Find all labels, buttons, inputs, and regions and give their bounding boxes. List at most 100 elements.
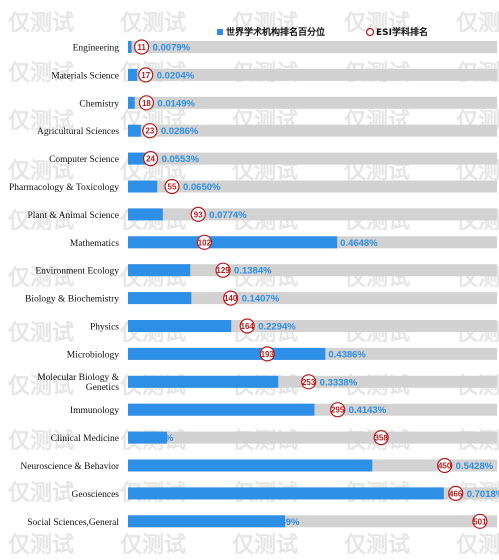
rank-label: 466	[449, 489, 463, 498]
chart-row: Immunology 295 0.4143%	[70, 402, 497, 418]
percentile-label: 0.0867%	[136, 433, 174, 444]
chart-row: Social Sciences,General 501 0.3489%	[27, 513, 497, 529]
watermark-text: 仅测试	[8, 209, 74, 234]
rank-label: 450	[438, 462, 452, 471]
chart-row: Geosciences 466 0.7018%	[72, 485, 499, 501]
rank-marker	[239, 318, 255, 334]
bar-track	[128, 292, 497, 305]
percentile-bar	[128, 487, 444, 500]
chart-row: Biology & Biochemistry 140 0.1407%	[25, 290, 497, 306]
legend-rank-label: ESI学科排名	[376, 26, 428, 38]
percentile-bar	[128, 403, 315, 416]
percentile-bar	[128, 292, 192, 305]
rank-marker	[142, 123, 158, 139]
rank-label: 55	[168, 183, 177, 192]
category-label: Agricultural Sciences	[37, 127, 119, 137]
chart-row: Microbiology 193 0.4386%	[67, 346, 497, 362]
chart-row: Chemistry 18 0.0149%	[79, 95, 497, 111]
watermark-text: 仅测试	[456, 533, 499, 558]
percentile-bar	[128, 459, 373, 472]
category-label: Environment Ecology	[35, 267, 119, 277]
category-label: Computer Science	[49, 155, 119, 165]
category-label: Pharmacology & Toxicology	[9, 183, 119, 193]
category-label: Mathematics	[70, 239, 119, 249]
rank-label: 253	[302, 378, 316, 387]
bar-track	[128, 124, 497, 137]
percentile-bar	[128, 515, 286, 528]
chart-row: Molecular Biology & Genetics 253 0.3338%	[37, 373, 497, 393]
bar-track	[128, 96, 497, 109]
rank-label: 140	[224, 294, 238, 303]
rank-marker	[196, 234, 213, 250]
watermark-layer: 仅测试仅测试仅测试仅测试仅测试仅测试仅测试仅测试仅测试仅测试仅测试仅测试仅测试仅…	[8, 11, 499, 558]
legend-bar-swatch	[217, 29, 223, 35]
watermark-text: 仅测试	[120, 533, 186, 558]
watermark-text: 仅测试	[8, 481, 74, 506]
rank-marker	[190, 206, 206, 222]
legend-rank-swatch	[365, 27, 375, 37]
percentile-label: 0.3338%	[320, 377, 358, 388]
chart-row: Computer Science 24 0.0553%	[49, 151, 497, 167]
percentile-label: 0.0079%	[153, 43, 191, 54]
category-label: Neuroscience & Behavior	[20, 462, 119, 472]
chart-row: Pharmacology & Toxicology 55 0.0650%	[9, 178, 497, 195]
category-label: Materials Science	[51, 71, 119, 81]
percentile-label: 0.0650%	[183, 182, 221, 193]
percentile-bar	[128, 347, 326, 360]
rank-marker	[472, 513, 488, 529]
percentile-label: 0.4143%	[349, 405, 387, 416]
percentile-label: 0.0204%	[157, 70, 195, 81]
bar-track	[128, 41, 497, 53]
chart-rows: Engineering 11 0.0079% Materials Science 17 0…	[9, 39, 499, 529]
percentile-bar	[128, 236, 338, 249]
percentile-bar	[128, 208, 163, 221]
category-label: Chemistry	[79, 99, 119, 109]
category-label: Social Sciences,General	[27, 518, 119, 528]
chart-row: Engineering 11 0.0079%	[73, 39, 497, 55]
watermark-text: 仅测试	[8, 321, 74, 346]
rank-label: 164	[241, 322, 255, 331]
percentile-bar	[128, 431, 168, 444]
category-label: Engineering	[73, 44, 120, 54]
rank-label: 358	[374, 434, 388, 443]
bar-track	[128, 208, 497, 221]
watermark-text: 仅测试	[8, 266, 74, 291]
percentile-bar	[128, 68, 138, 81]
watermark-text: 仅测试	[232, 11, 298, 36]
rank-label: 18	[142, 99, 151, 108]
percentile-label: 0.0553%	[162, 154, 200, 165]
rank-label: 129	[216, 266, 230, 275]
rank-marker	[133, 39, 150, 55]
rank-label: 11	[137, 43, 146, 52]
rank-marker	[223, 290, 239, 306]
rank-label: 93	[194, 210, 203, 219]
category-label: Immunology	[70, 406, 119, 416]
rank-marker	[448, 485, 464, 501]
percentile-label: 0.0149%	[157, 98, 195, 109]
percentile-label: 0.4648%	[340, 238, 378, 249]
rank-marker	[215, 262, 231, 278]
chart-row: Plant & Animal Science 93 0.0774%	[27, 206, 497, 222]
watermark-text: 仅测试	[8, 109, 74, 134]
rank-marker	[138, 67, 154, 83]
percentile-label: 0.1384%	[234, 266, 272, 277]
watermark-text: 仅测试	[8, 429, 74, 454]
percentile-label: 0.5428%	[456, 461, 494, 472]
watermark-text: 仅测试	[8, 533, 74, 558]
rank-marker	[142, 151, 159, 167]
rank-marker	[259, 346, 275, 362]
category-label: Microbiology	[67, 350, 119, 360]
watermark-text: 仅测试	[8, 374, 74, 399]
rank-label: 193	[261, 350, 275, 359]
percentile-label: 0.0774%	[209, 210, 247, 221]
chart-row: Agricultural Sciences 23 0.0286%	[37, 123, 497, 139]
category-label: Plant & Animal Science	[27, 211, 119, 221]
watermark-text: 仅测试	[8, 159, 74, 184]
percentile-bar	[128, 180, 158, 193]
percentile-bar	[128, 96, 135, 109]
rank-label: 24	[146, 155, 155, 164]
percentile-label: 0.3489%	[262, 517, 300, 528]
percentile-bar	[128, 264, 191, 277]
chart-row: Neuroscience & Behavior 450 0.5428%	[20, 457, 497, 474]
percentile-bar	[128, 375, 279, 388]
